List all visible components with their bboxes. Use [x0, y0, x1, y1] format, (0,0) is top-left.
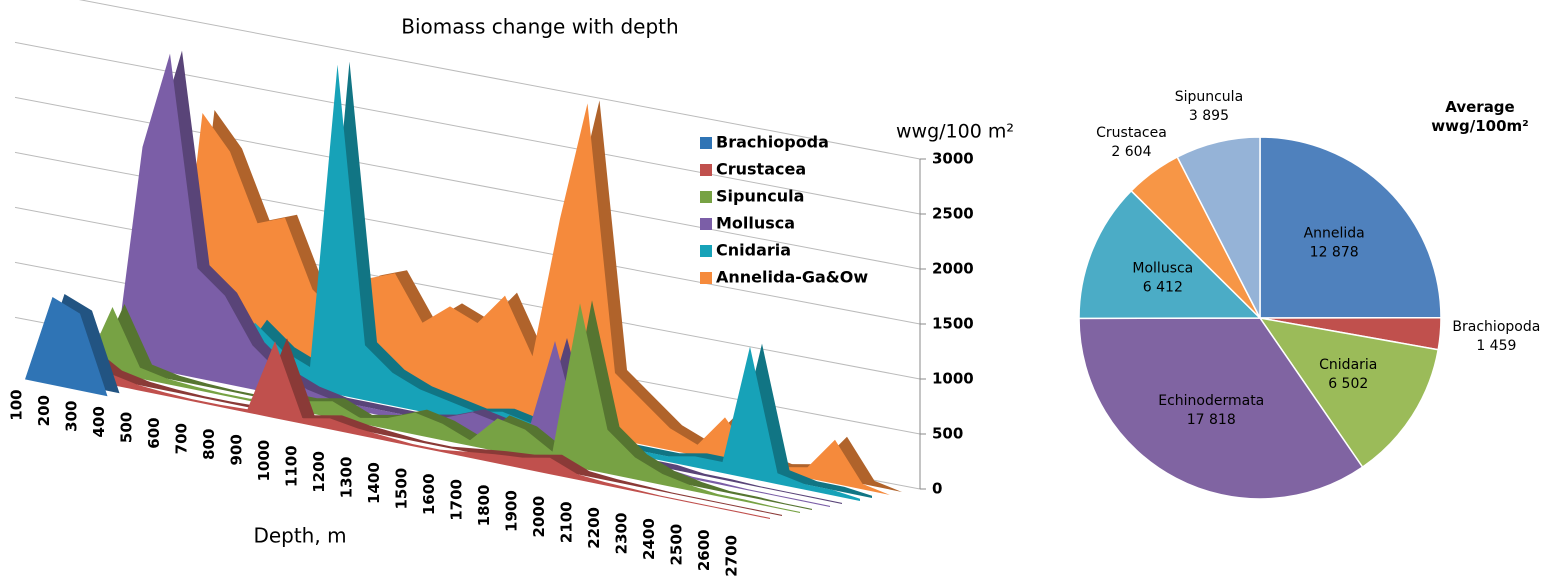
slice-label: Annelida	[1304, 226, 1365, 242]
x-tick-label: 700	[173, 423, 191, 454]
legend-label: Brachiopoda	[716, 133, 829, 152]
slice-value: 6 412	[1143, 279, 1183, 295]
slice-value: 12 878	[1310, 245, 1359, 261]
slice-value: 1 459	[1476, 338, 1516, 354]
x-tick-label: 2300	[613, 513, 631, 555]
area-depth	[157, 61, 872, 498]
legend-label: Annelida-Ga&Ow	[716, 268, 868, 287]
legend-swatch	[700, 137, 712, 149]
pie-slice	[1176, 136, 1261, 319]
x-tick-label: 1400	[365, 462, 383, 504]
y-tick-label: 500	[932, 425, 963, 443]
slice-label: Echinodermata	[1158, 393, 1264, 409]
x-tick-label: 300	[63, 401, 81, 432]
legend-label: Mollusca	[716, 214, 795, 233]
y-tick-label: 2000	[932, 260, 974, 278]
x-tick-label: 1800	[475, 485, 493, 527]
legend-label: Crustacea	[716, 160, 806, 179]
grid-line	[78, 0, 921, 160]
x-axis-label: Depth, m	[253, 524, 346, 548]
pie-slice	[1259, 136, 1442, 319]
pie-slice	[1258, 316, 1440, 469]
chart-title: Biomass change with depth	[401, 15, 678, 39]
legend-label: Sipuncula	[716, 187, 804, 206]
x-tick-label: 1300	[338, 457, 356, 499]
x-tick-label: 1900	[503, 490, 521, 532]
x-tick-label: 2500	[668, 524, 686, 566]
pie-slice	[1078, 317, 1364, 500]
slice-label: Brachiopoda	[1452, 319, 1540, 335]
y-tick-label: 3000	[932, 150, 974, 168]
y-tick-label: 1500	[932, 315, 974, 333]
slice-value: 2 604	[1111, 144, 1151, 160]
x-tick-label: 2000	[530, 496, 548, 538]
slice-label: Mollusca	[1132, 260, 1193, 276]
x-tick-label: 200	[35, 395, 53, 426]
x-tick-label: 2400	[640, 518, 658, 560]
x-tick-label: 800	[200, 429, 218, 460]
area	[145, 64, 860, 501]
slice-value: 6 502	[1328, 376, 1368, 392]
x-tick-label: 400	[90, 406, 108, 437]
x-tick-label: 2600	[695, 529, 713, 571]
slice-label: Crustacea	[1096, 125, 1167, 141]
slice-label: Cnidaria	[1319, 357, 1377, 373]
y-tick-label: 0	[932, 480, 942, 498]
x-tick-label: 1000	[255, 440, 273, 482]
x-tick-label: 500	[118, 412, 136, 443]
slice-label: Sipuncula	[1175, 89, 1243, 105]
legend-label: Cnidaria	[716, 241, 791, 260]
x-tick-label: 2100	[558, 501, 576, 543]
pie-slice	[1078, 189, 1262, 320]
slice-value: 17 818	[1187, 412, 1236, 428]
y-axis-label: wwg/100 m²	[896, 121, 1014, 143]
y-tick-label: 1000	[932, 370, 974, 388]
x-tick-label: 2200	[585, 507, 603, 549]
legend-swatch	[700, 245, 712, 257]
pie-title: Average wwg/100m²	[1431, 98, 1529, 135]
slice-value: 3 895	[1189, 108, 1229, 124]
legend-swatch	[700, 164, 712, 176]
x-tick-label: 1700	[448, 479, 466, 521]
legend-swatch	[700, 272, 712, 284]
y-tick-label: 2500	[932, 205, 974, 223]
area	[85, 303, 800, 513]
x-tick-label: 600	[145, 417, 163, 448]
legend-swatch	[700, 191, 712, 203]
x-tick-label: 1200	[310, 451, 328, 493]
x-tick-label: 900	[228, 434, 246, 465]
x-tick-label: 1500	[393, 468, 411, 510]
x-tick-label: 1600	[420, 473, 438, 515]
x-tick-label: 1100	[283, 445, 301, 487]
x-tick-label: 2700	[723, 535, 741, 577]
legend-swatch	[700, 218, 712, 230]
x-tick-label: 100	[8, 389, 26, 420]
